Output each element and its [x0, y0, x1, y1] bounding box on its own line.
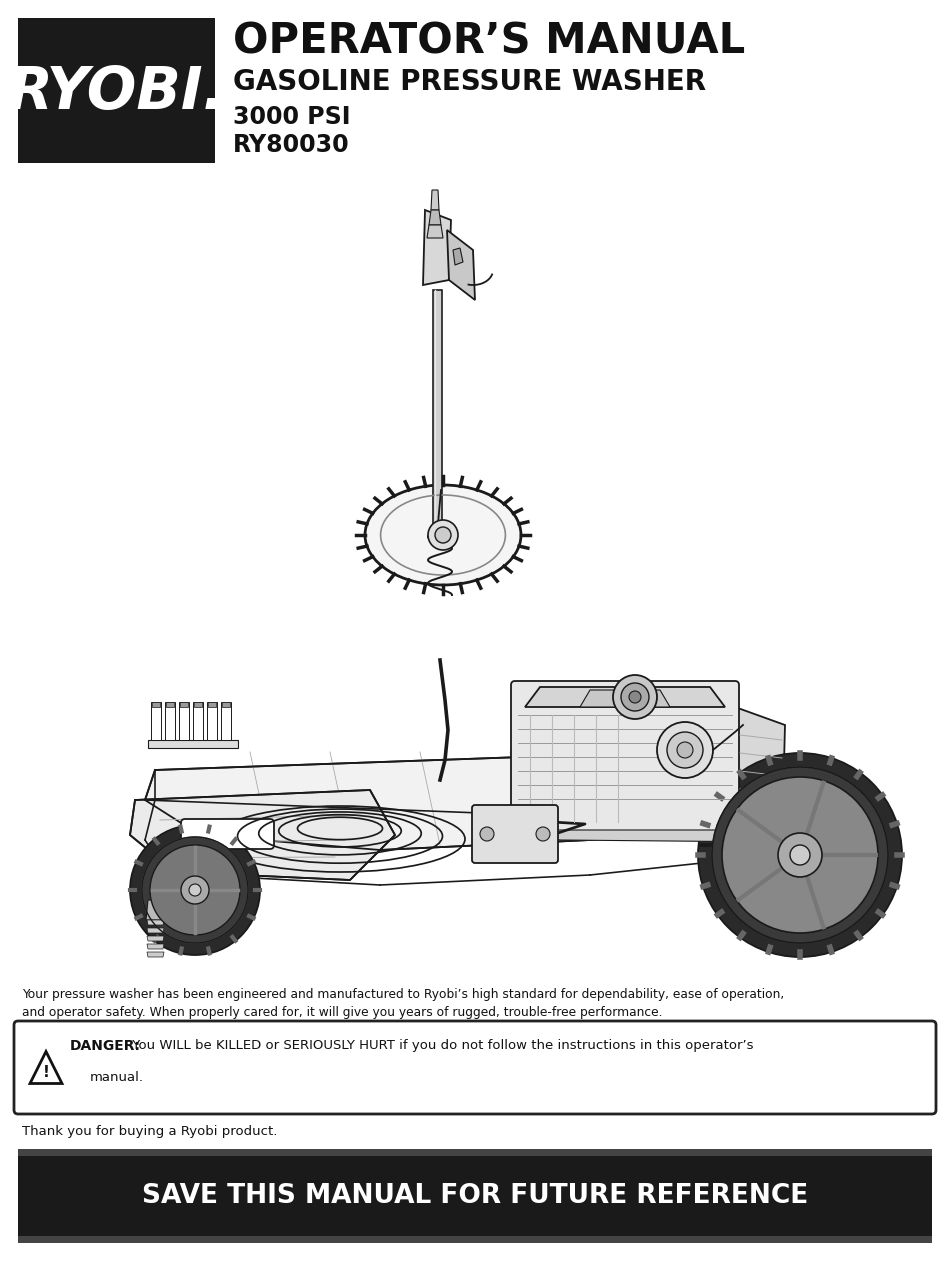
Polygon shape [179, 702, 189, 740]
Polygon shape [193, 702, 203, 740]
Polygon shape [147, 952, 164, 957]
Polygon shape [145, 750, 790, 850]
Text: !: ! [43, 1066, 49, 1079]
Polygon shape [130, 789, 395, 880]
Polygon shape [447, 230, 475, 300]
Polygon shape [148, 740, 238, 748]
Polygon shape [146, 900, 165, 921]
Polygon shape [147, 928, 164, 933]
Circle shape [667, 731, 703, 768]
Circle shape [435, 527, 451, 543]
Circle shape [130, 825, 260, 955]
FancyBboxPatch shape [511, 681, 739, 834]
Bar [18, 1149, 932, 1243]
Polygon shape [180, 702, 188, 707]
Polygon shape [427, 224, 443, 238]
Text: DANGER:: DANGER: [70, 1039, 141, 1053]
Circle shape [698, 753, 902, 957]
Circle shape [142, 837, 248, 943]
Polygon shape [207, 702, 217, 740]
FancyBboxPatch shape [181, 818, 274, 849]
Circle shape [677, 741, 693, 758]
Polygon shape [166, 702, 174, 707]
Polygon shape [431, 190, 439, 211]
Polygon shape [222, 702, 230, 707]
Circle shape [150, 845, 240, 934]
Text: Your pressure washer has been engineered and manufactured to Ryobi’s high standa: Your pressure washer has been engineered… [22, 989, 785, 1001]
Circle shape [778, 834, 822, 876]
FancyBboxPatch shape [14, 1021, 936, 1113]
Text: 3000 PSI: 3000 PSI [233, 105, 351, 129]
Text: RY80030: RY80030 [233, 132, 350, 158]
Circle shape [712, 767, 888, 943]
Circle shape [189, 884, 201, 897]
Circle shape [428, 520, 458, 550]
Polygon shape [147, 944, 164, 950]
Circle shape [629, 691, 641, 702]
Bar [18, 1156, 932, 1236]
Text: RYOBI.: RYOBI. [8, 64, 225, 121]
Polygon shape [423, 211, 451, 285]
Polygon shape [165, 702, 175, 740]
Polygon shape [30, 1052, 62, 1083]
Text: You WILL be KILLED or SERIOUSLY HURT if you do not follow the instructions in th: You WILL be KILLED or SERIOUSLY HURT if … [128, 1039, 753, 1052]
Polygon shape [208, 702, 216, 707]
Polygon shape [735, 707, 785, 842]
Text: SAVE THIS MANUAL FOR FUTURE REFERENCE: SAVE THIS MANUAL FOR FUTURE REFERENCE [142, 1183, 808, 1209]
Circle shape [181, 876, 209, 904]
Polygon shape [152, 702, 160, 707]
Text: GASOLINE PRESSURE WASHER: GASOLINE PRESSURE WASHER [233, 68, 706, 96]
Circle shape [790, 845, 810, 865]
Polygon shape [147, 921, 164, 926]
Text: Thank you for buying a Ryobi product.: Thank you for buying a Ryobi product. [22, 1125, 277, 1137]
Polygon shape [453, 248, 463, 265]
Circle shape [657, 723, 713, 778]
Polygon shape [525, 687, 725, 707]
Polygon shape [194, 702, 202, 707]
Circle shape [722, 777, 878, 933]
FancyBboxPatch shape [472, 805, 558, 863]
Polygon shape [433, 290, 442, 535]
Polygon shape [429, 211, 441, 224]
Circle shape [621, 683, 649, 711]
Polygon shape [221, 702, 231, 740]
Bar [18, 18, 215, 163]
Text: OPERATOR’S MANUAL: OPERATOR’S MANUAL [233, 20, 745, 62]
Polygon shape [147, 936, 164, 941]
Polygon shape [515, 830, 780, 842]
Text: manual.: manual. [90, 1071, 144, 1084]
Circle shape [480, 827, 494, 841]
Circle shape [613, 675, 657, 719]
Circle shape [536, 827, 550, 841]
Ellipse shape [365, 485, 521, 585]
Text: and operator safety. When properly cared for, it will give you years of rugged, : and operator safety. When properly cared… [22, 1006, 662, 1019]
Polygon shape [580, 690, 670, 707]
Polygon shape [151, 702, 161, 740]
